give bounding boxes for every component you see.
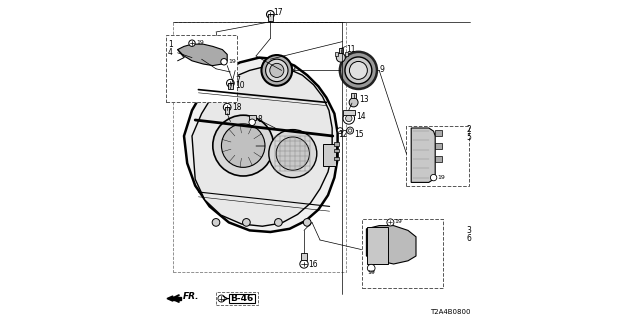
Circle shape	[221, 59, 227, 65]
Circle shape	[300, 260, 308, 268]
Bar	[249, 115, 256, 120]
Circle shape	[337, 128, 343, 133]
Bar	[216, 292, 258, 305]
Text: 19: 19	[196, 40, 204, 45]
Bar	[268, 14, 273, 21]
Circle shape	[223, 103, 231, 111]
Text: 1: 1	[168, 40, 173, 49]
Bar	[435, 130, 442, 136]
Circle shape	[249, 119, 255, 125]
Bar	[351, 93, 356, 98]
Text: 11: 11	[346, 45, 356, 54]
Circle shape	[303, 219, 311, 226]
Text: 8: 8	[258, 115, 262, 124]
Polygon shape	[178, 44, 227, 66]
Text: B-46: B-46	[230, 294, 253, 303]
Bar	[323, 144, 336, 166]
Bar	[225, 107, 230, 114]
Text: 2: 2	[467, 125, 471, 134]
Bar	[435, 143, 442, 149]
Polygon shape	[412, 128, 435, 182]
Circle shape	[276, 137, 309, 170]
Text: 4: 4	[168, 48, 173, 57]
Bar	[343, 110, 355, 115]
Circle shape	[243, 219, 250, 226]
Circle shape	[221, 124, 265, 167]
Text: 17: 17	[274, 8, 284, 17]
Text: 14: 14	[356, 112, 365, 121]
Bar	[228, 83, 233, 89]
Text: 10: 10	[235, 81, 244, 90]
Circle shape	[431, 174, 437, 181]
Polygon shape	[192, 66, 332, 226]
Bar	[173, 22, 346, 272]
Polygon shape	[167, 296, 173, 301]
Text: 19: 19	[438, 175, 445, 180]
Text: 13: 13	[359, 95, 369, 104]
Text: 19: 19	[228, 59, 236, 64]
Circle shape	[347, 127, 353, 134]
Bar	[301, 253, 307, 260]
Text: 16: 16	[308, 260, 317, 269]
Text: 18: 18	[232, 103, 241, 112]
Text: 9: 9	[291, 65, 296, 74]
Bar	[334, 157, 339, 160]
Bar	[406, 126, 468, 186]
Text: 9: 9	[380, 65, 384, 74]
Circle shape	[275, 219, 282, 226]
Circle shape	[212, 219, 220, 226]
Circle shape	[189, 40, 195, 46]
Text: 3: 3	[467, 226, 471, 235]
Bar	[334, 142, 339, 146]
Bar	[362, 219, 444, 288]
Bar	[229, 294, 255, 303]
Text: 6: 6	[467, 234, 471, 243]
Circle shape	[349, 61, 367, 79]
Circle shape	[340, 52, 377, 89]
Text: 5: 5	[467, 133, 471, 142]
Circle shape	[269, 130, 317, 178]
Circle shape	[218, 295, 225, 302]
Circle shape	[346, 115, 352, 122]
Circle shape	[262, 55, 292, 86]
Bar	[334, 149, 339, 152]
Circle shape	[367, 264, 375, 272]
Bar	[173, 297, 181, 300]
Polygon shape	[366, 226, 416, 264]
Circle shape	[387, 219, 394, 226]
Circle shape	[348, 129, 352, 132]
Text: 12: 12	[338, 130, 348, 139]
Circle shape	[337, 53, 346, 62]
Circle shape	[266, 59, 288, 82]
Bar	[345, 52, 348, 56]
Bar	[166, 35, 237, 102]
Text: 19: 19	[394, 219, 403, 224]
Circle shape	[227, 79, 234, 87]
Text: 7: 7	[235, 76, 240, 85]
Polygon shape	[184, 58, 338, 232]
Text: 19: 19	[367, 270, 375, 275]
Circle shape	[343, 113, 355, 124]
Bar	[339, 48, 343, 53]
Text: T2A4B0800: T2A4B0800	[430, 309, 470, 315]
Circle shape	[212, 115, 274, 176]
Circle shape	[349, 98, 358, 107]
Circle shape	[345, 57, 372, 84]
Circle shape	[266, 11, 274, 18]
Circle shape	[270, 63, 284, 77]
Text: FR.: FR.	[183, 292, 200, 301]
Bar	[335, 52, 338, 56]
Bar	[367, 227, 388, 264]
Text: 15: 15	[355, 130, 364, 139]
Bar	[435, 156, 442, 162]
